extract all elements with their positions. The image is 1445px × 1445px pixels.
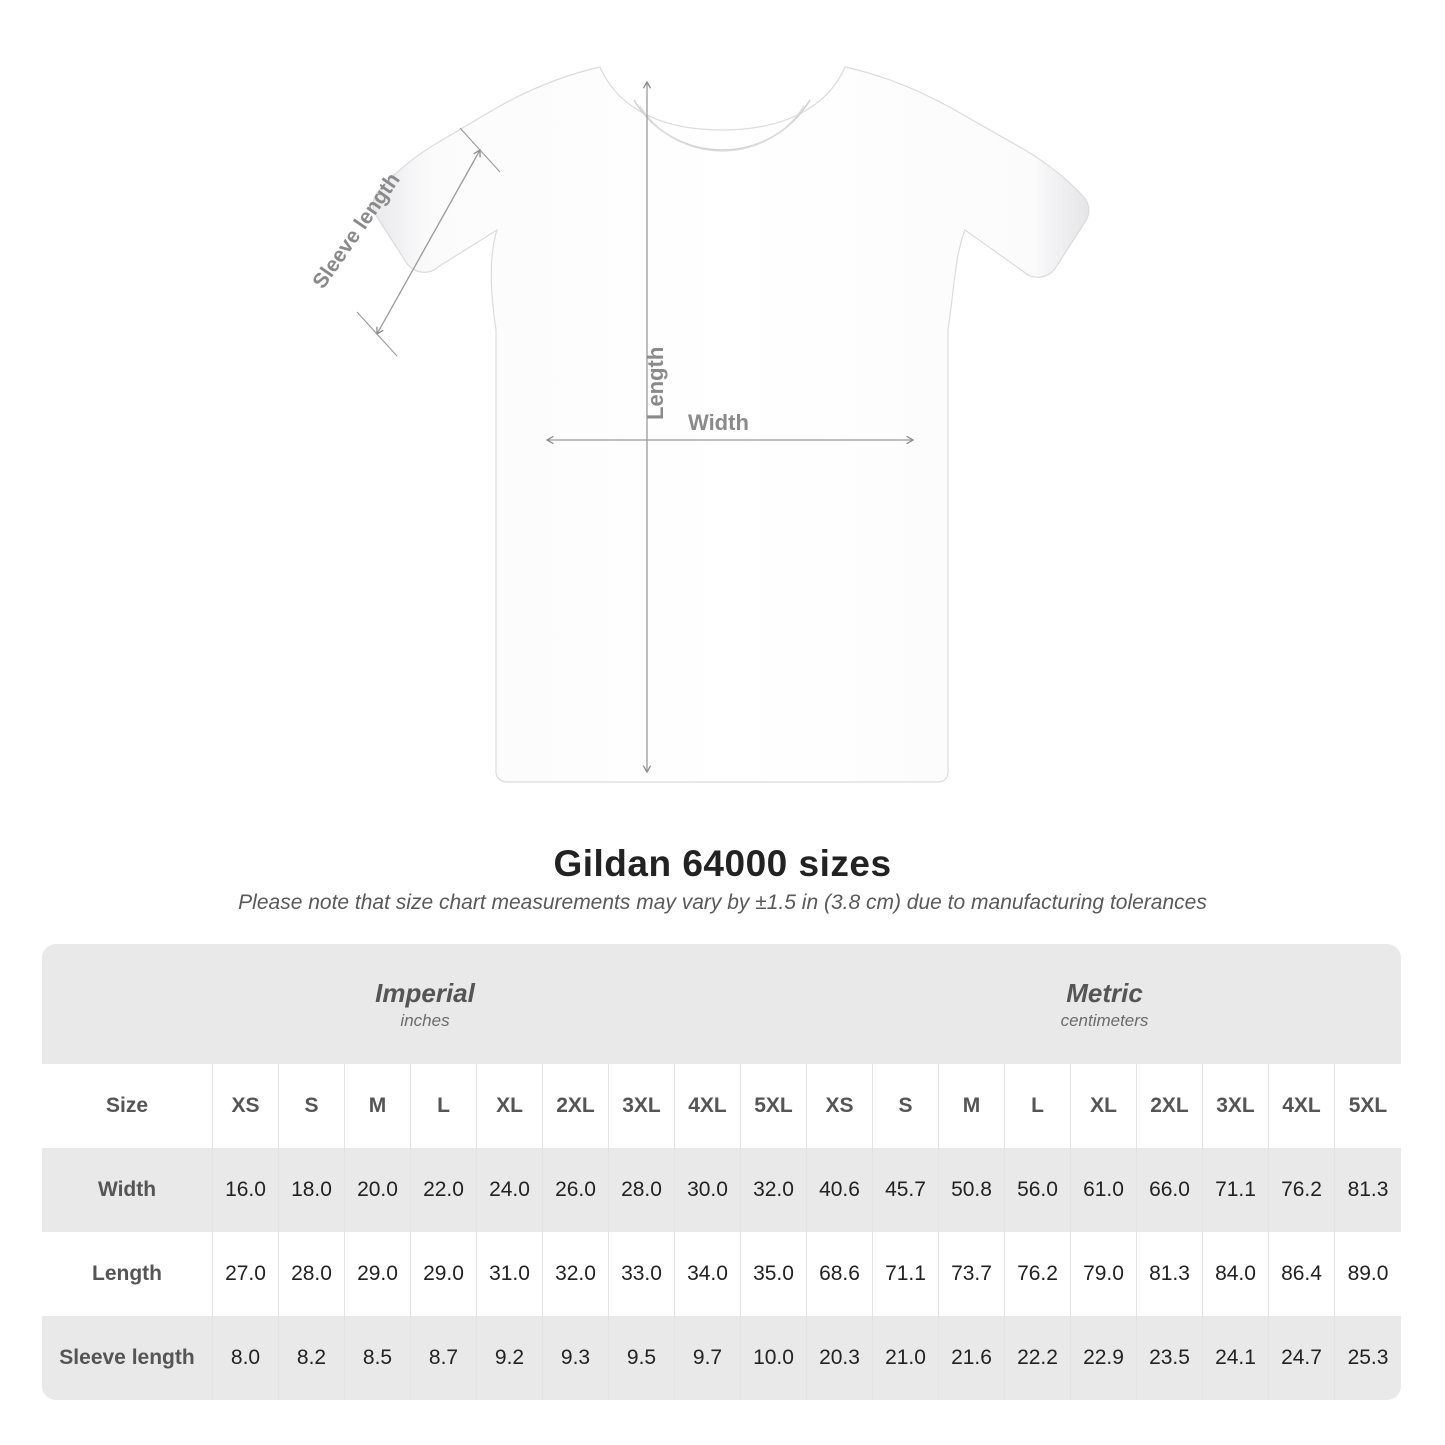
svg-text:Width: Width xyxy=(688,410,749,435)
svg-text:Length: Length xyxy=(643,347,668,420)
